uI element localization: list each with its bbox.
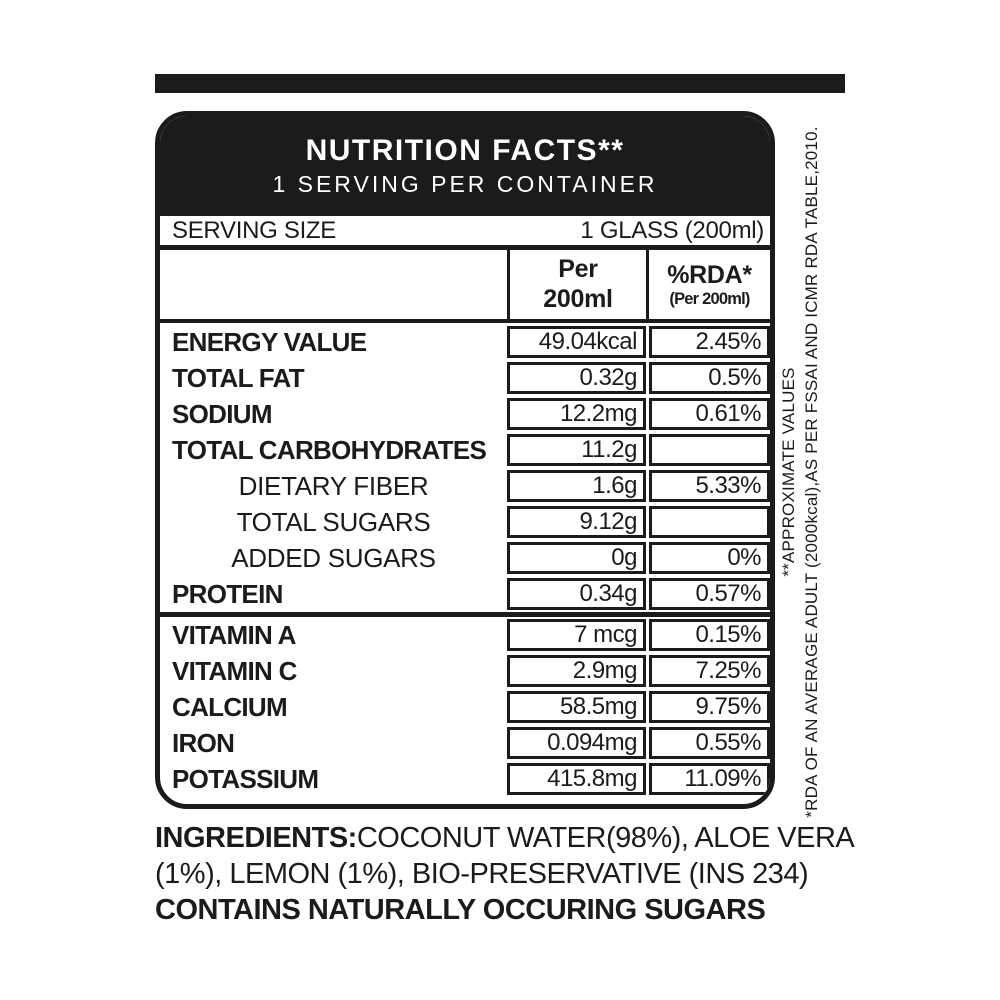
nutrient-rda: [649, 434, 770, 466]
nutrient-label: IRON: [172, 727, 235, 758]
serving-size-label: SERVING SIZE: [172, 216, 337, 244]
column-header-rda: %RDA* (Per 200ml): [646, 250, 770, 319]
ingredients-text-1: COCONUT WATER(98%), ALOE VERA: [356, 822, 855, 854]
nutrient-rda: 0.61%: [649, 398, 770, 430]
per-label: Per: [558, 255, 598, 283]
row-total-fat: TOTAL FAT 0.32g 0.5%: [160, 360, 770, 396]
nutrient-label: POTASSIUM: [172, 763, 319, 794]
ingredients-line-2: (1%), LEMON (1%), BIO-PRESERVATIVE (INS …: [155, 858, 809, 890]
nutrient-rda: [649, 506, 770, 538]
nutrient-rda: 9.75%: [649, 691, 770, 723]
nutrient-table: ENERGY VALUE 49.04kcal 2.45% TOTAL FAT 0…: [160, 323, 770, 804]
nutrient-value: 58.5mg: [507, 691, 646, 723]
nutrient-label: TOTAL FAT: [172, 362, 305, 393]
panel-title: NUTRITION FACTS**: [305, 134, 625, 167]
panel-header: NUTRITION FACTS** 1 SERVING PER CONTAINE…: [160, 116, 770, 216]
rda-sub-label: (Per 200ml): [669, 289, 750, 308]
nutrient-value: 0.34g: [507, 578, 646, 610]
side-footnotes: **APPROXIMATE VALUES *RDA OF AN AVERAGE …: [777, 122, 823, 822]
column-header-row: Per 200ml %RDA* (Per 200ml): [160, 250, 770, 323]
nutrient-rda: 0.55%: [649, 727, 770, 759]
nutrient-rda: 2.45%: [649, 326, 770, 358]
ingredients-section: INGREDIENTS:COCONUT WATER(98%), ALOE VER…: [155, 820, 855, 928]
row-vitamin-a: VITAMIN A 7 mcg 0.15%: [160, 617, 770, 653]
nutrient-value: 1.6g: [507, 470, 646, 502]
servings-per-container: 1 SERVING PER CONTAINER: [272, 171, 658, 197]
row-calcium: CALCIUM 58.5mg 9.75%: [160, 689, 770, 725]
nutrient-value: 9.12g: [507, 506, 646, 538]
footnote-approximate-values: **APPROXIMATE VALUES: [779, 367, 798, 577]
nutrient-rda: 5.33%: [649, 470, 770, 502]
nutrient-label: VITAMIN A: [172, 619, 296, 650]
nutrient-rda: 0.5%: [649, 362, 770, 394]
row-total-sugars: TOTAL SUGARS 9.12g: [160, 504, 770, 540]
group-separator: [160, 612, 770, 617]
nutrient-value: 0.094mg: [507, 727, 646, 759]
ingredients-line-1: INGREDIENTS:COCONUT WATER(98%), ALOE VER…: [155, 820, 855, 856]
nutrient-rda: 0%: [649, 542, 770, 574]
nutrient-rda: 0.15%: [649, 619, 770, 651]
footnote-rda-reference: *RDA OF AN AVERAGE ADULT (2000kcal),AS P…: [802, 126, 821, 818]
column-header-per-200ml: Per 200ml: [507, 250, 646, 319]
row-added-sugars: ADDED SUGARS 0g 0%: [160, 540, 770, 576]
row-energy-value: ENERGY VALUE 49.04kcal 2.45%: [160, 324, 770, 360]
nutrient-value: 7 mcg: [507, 619, 646, 651]
nutrient-rda: 7.25%: [649, 655, 770, 687]
row-total-carbohydrates: TOTAL CARBOHYDRATES 11.2g: [160, 432, 770, 468]
contains-sugars-note: CONTAINS NATURALLY OCCURING SUGARS: [155, 894, 766, 926]
nutrient-rda: 11.09%: [649, 763, 770, 795]
row-sodium: SODIUM 12.2mg 0.61%: [160, 396, 770, 432]
nutrient-value: 12.2mg: [507, 398, 646, 430]
column-header-spacer: [160, 250, 507, 319]
row-potassium: POTASSIUM 415.8mg 11.09%: [160, 761, 770, 797]
nutrient-rda: 0.57%: [649, 578, 770, 610]
nutrition-facts-panel: NUTRITION FACTS** 1 SERVING PER CONTAINE…: [155, 111, 775, 809]
nutrient-value: 11.2g: [507, 434, 646, 466]
nutrient-value: 0g: [507, 542, 646, 574]
row-dietary-fiber: DIETARY FIBER 1.6g 5.33%: [160, 468, 770, 504]
nutrient-value: 2.9mg: [507, 655, 646, 687]
rda-label: %RDA*: [667, 260, 752, 289]
nutrient-label: PROTEIN: [172, 578, 283, 609]
top-black-bar: [155, 74, 845, 93]
nutrient-value: 0.32g: [507, 362, 646, 394]
serving-size-value: 1 GLASS (200ml): [580, 216, 764, 244]
row-protein: PROTEIN 0.34g 0.57%: [160, 576, 770, 612]
row-vitamin-c: VITAMIN C 2.9mg 7.25%: [160, 653, 770, 689]
nutrient-label: ADDED SUGARS: [231, 542, 436, 573]
row-iron: IRON 0.094mg 0.55%: [160, 725, 770, 761]
nutrient-label: CALCIUM: [172, 691, 288, 722]
nutrient-label: DIETARY FIBER: [238, 470, 429, 501]
nutrient-label: SODIUM: [172, 398, 273, 429]
nutrient-label: ENERGY VALUE: [172, 326, 367, 357]
nutrient-value: 49.04kcal: [507, 326, 646, 358]
ingredients-label: INGREDIENTS:: [155, 822, 357, 854]
nutrient-label: TOTAL SUGARS: [236, 506, 431, 537]
serving-size-row: SERVING SIZE 1 GLASS (200ml): [160, 216, 770, 250]
nutrient-label: TOTAL CARBOHYDRATES: [172, 434, 487, 465]
per-amount-label: 200ml: [543, 284, 613, 313]
nutrient-label: VITAMIN C: [172, 655, 297, 686]
nutrient-value: 415.8mg: [507, 763, 646, 795]
